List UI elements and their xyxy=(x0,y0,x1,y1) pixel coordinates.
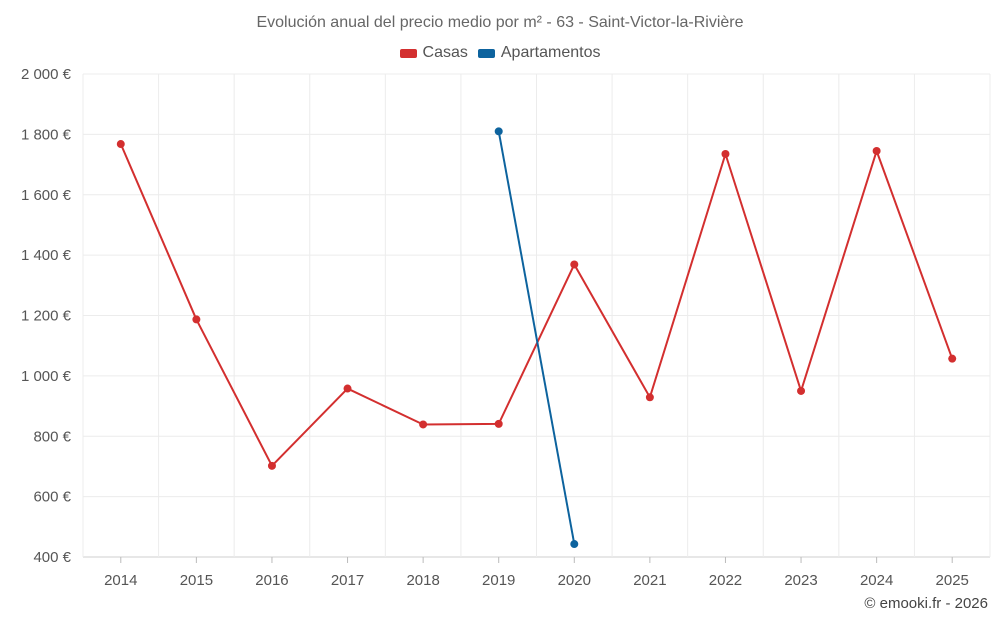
data-point-casas xyxy=(116,140,125,149)
data-point-casas xyxy=(797,386,806,395)
credit-text: © emooki.fr - 2026 xyxy=(864,595,988,612)
y-tick-label: 1 400 € xyxy=(21,247,72,264)
x-tick-label: 2015 xyxy=(180,572,213,589)
x-tick-label: 2025 xyxy=(936,572,969,589)
legend-label-casas: Casas xyxy=(422,44,468,61)
x-tick-label: 2024 xyxy=(860,572,893,589)
data-point-casas xyxy=(645,393,654,402)
data-point-casas xyxy=(872,146,881,155)
y-tick-label: 1 000 € xyxy=(21,368,72,385)
data-point-casas xyxy=(343,384,352,393)
data-point-casas xyxy=(419,420,428,429)
legend: Casas Apartamentos xyxy=(0,44,1000,62)
data-point-casas xyxy=(948,354,957,363)
y-tick-label: 800 € xyxy=(33,428,71,445)
y-tick-label: 1 600 € xyxy=(21,187,72,204)
y-tick-label: 1 800 € xyxy=(21,126,72,143)
x-tick-label: 2020 xyxy=(558,572,591,589)
legend-swatch-casas xyxy=(399,48,417,58)
legend-swatch-apartamentos xyxy=(477,48,495,58)
y-tick-label: 600 € xyxy=(33,489,71,506)
y-tick-label: 2 000 € xyxy=(21,66,72,83)
x-tick-label: 2017 xyxy=(331,572,364,589)
data-point-apartamentos xyxy=(494,127,503,136)
y-tick-label: 400 € xyxy=(33,549,71,566)
x-tick-label: 2016 xyxy=(255,572,288,589)
x-tick-label: 2018 xyxy=(406,572,439,589)
data-point-casas xyxy=(494,419,503,428)
x-tick-label: 2019 xyxy=(482,572,515,589)
data-point-casas xyxy=(570,260,579,269)
x-tick-label: 2021 xyxy=(633,572,666,589)
x-tick-label: 2022 xyxy=(709,572,742,589)
data-point-casas xyxy=(721,149,730,158)
x-tick-label: 2023 xyxy=(784,572,817,589)
y-tick-label: 1 200 € xyxy=(21,308,72,325)
data-point-casas xyxy=(192,315,201,324)
chart-title: Evolución anual del precio medio por m² … xyxy=(256,14,744,31)
legend-item-apartamentos[interactable]: Apartamentos xyxy=(477,44,601,62)
series-line-apartamentos xyxy=(497,131,576,545)
legend-item-casas[interactable]: Casas xyxy=(399,44,468,62)
x-tick-label: 2014 xyxy=(104,572,137,589)
legend-label-apartamentos: Apartamentos xyxy=(500,44,601,61)
series-line-casas xyxy=(119,143,954,467)
data-point-casas xyxy=(267,461,276,470)
data-point-apartamentos xyxy=(570,540,579,549)
